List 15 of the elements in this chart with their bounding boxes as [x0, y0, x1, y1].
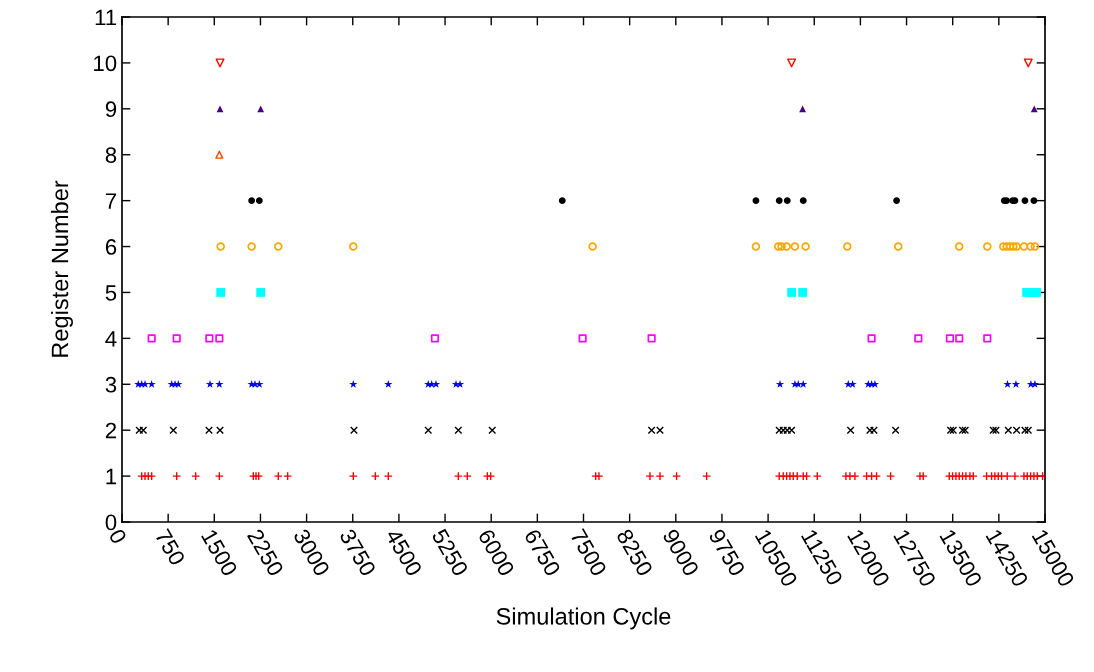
y-tick-label: 7: [105, 193, 117, 209]
y-tick-label: 11: [95, 9, 117, 26]
y-tick-label: 5: [105, 285, 117, 301]
y-tick-label: 1: [106, 468, 117, 485]
y-tick-label: 4: [105, 331, 117, 347]
x-axis-title: Simulation Cycle: [496, 607, 671, 630]
y-tick-label: 0: [105, 514, 117, 531]
y-tick-label: 3: [105, 376, 117, 393]
y-tick-label: 9: [105, 101, 117, 118]
y-tick-label: 2: [105, 422, 117, 439]
y-tick-label: 8: [105, 147, 117, 163]
y-tick-label: 6: [105, 239, 117, 255]
y-tick-label: 10: [94, 55, 117, 72]
x-tick-label: 750: [154, 528, 186, 567]
y-axis-title: Register Number: [50, 180, 73, 357]
